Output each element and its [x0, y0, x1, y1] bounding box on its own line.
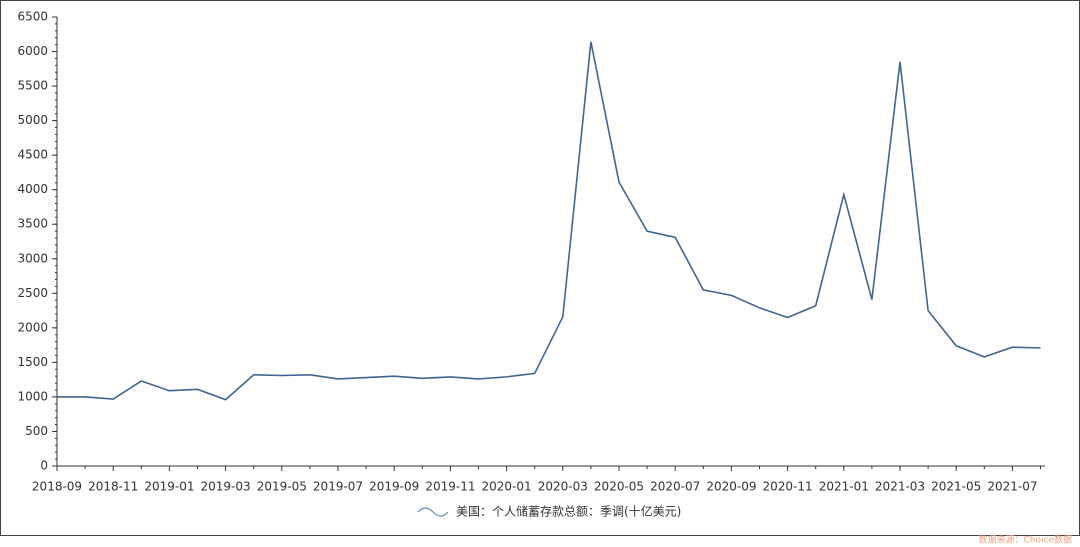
y-tick-label: 1500: [17, 355, 48, 369]
x-tick-label: 2019-09: [369, 480, 419, 494]
x-tick-label: 2021-07: [987, 480, 1037, 494]
y-tick-label: 2500: [17, 286, 48, 300]
legend-icon: [417, 507, 449, 517]
x-tick-label: 2018-09: [32, 480, 82, 494]
y-tick-label: 0: [40, 459, 48, 473]
y-tick-label: 2000: [17, 320, 48, 334]
y-tick-label: 6500: [17, 10, 48, 24]
x-tick-label: 2021-01: [819, 480, 869, 494]
legend-label: 美国：个人储蓄存款总额：季调(十亿美元): [456, 504, 681, 519]
y-tick-label: 4500: [17, 148, 48, 162]
y-tick-label: 5000: [17, 113, 48, 127]
x-tick-label: 2020-01: [482, 480, 532, 494]
x-tick-label: 2019-11: [425, 480, 475, 494]
x-tick-label: 2020-07: [650, 480, 700, 494]
x-tick-label: 2021-03: [875, 480, 925, 494]
frame: [0, 0, 1080, 536]
x-tick-label: 2019-01: [144, 480, 194, 494]
y-tick-label: 500: [25, 424, 48, 438]
x-tick-label: 2020-09: [706, 480, 756, 494]
line: [57, 41, 1041, 401]
source: 数据来源：Choice数据: [979, 534, 1072, 546]
x-tick-label: 2019-05: [257, 480, 307, 494]
x-tick-label: 2020-05: [594, 480, 644, 494]
y-tick-label: 1000: [17, 389, 48, 403]
x-tick-label: 2018-11: [88, 480, 138, 494]
x-tick-label: 2019-07: [313, 480, 363, 494]
x-tick-label: 2020-03: [538, 480, 588, 494]
y-tick-label: 3500: [17, 217, 48, 231]
x-tick-label: 2020-11: [763, 480, 813, 494]
x-tick-label: 2021-05: [931, 480, 981, 494]
x-tick-label: 2019-03: [201, 480, 251, 494]
y-tick-label: 6000: [17, 44, 48, 58]
y-tick-label: 5500: [17, 79, 48, 93]
y-tick-label: 3000: [17, 251, 48, 265]
y-tick-label: 4000: [17, 182, 48, 196]
